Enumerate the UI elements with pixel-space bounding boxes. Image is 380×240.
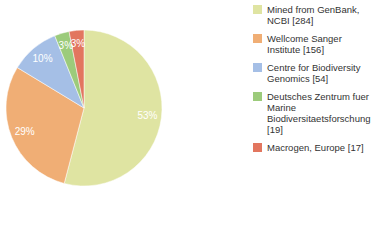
legend-label: Deutsches Zentrum fuerMarineBiodiversita… [267, 91, 371, 135]
legend-label: Mined from GenBank,NCBI [284] [267, 4, 359, 26]
legend-item: Centre for BiodiversityGenomics [54] [253, 62, 361, 84]
data-label: 10% [33, 53, 53, 64]
legend-label: Centre for BiodiversityGenomics [54] [267, 62, 361, 84]
data-labels: 53%29%10%3%3% [15, 38, 158, 137]
legend-swatch [253, 143, 262, 152]
legend: Mined from GenBank,NCBI [284] Wellcome Sa… [253, 4, 371, 153]
legend-swatch [253, 34, 262, 43]
pie [6, 30, 162, 186]
legend-item: Wellcome SangerInstitute [156] [253, 33, 342, 55]
legend-swatch [253, 92, 262, 101]
data-label: 53% [137, 110, 157, 121]
legend-swatch [253, 63, 262, 72]
legend-swatch [253, 5, 262, 14]
legend-item: Mined from GenBank,NCBI [284] [253, 4, 359, 26]
data-label: 3% [71, 38, 86, 49]
legend-item: Deutsches Zentrum fuerMarineBiodiversita… [253, 91, 371, 135]
chart: 53%29%10%3%3%Mined from GenBank,NCBI [28… [0, 0, 380, 240]
legend-label: Macrogen, Europe [17] [267, 142, 364, 153]
data-label: 29% [15, 126, 35, 137]
legend-label: Wellcome SangerInstitute [156] [267, 33, 342, 55]
legend-item: Macrogen, Europe [17] [253, 142, 364, 153]
